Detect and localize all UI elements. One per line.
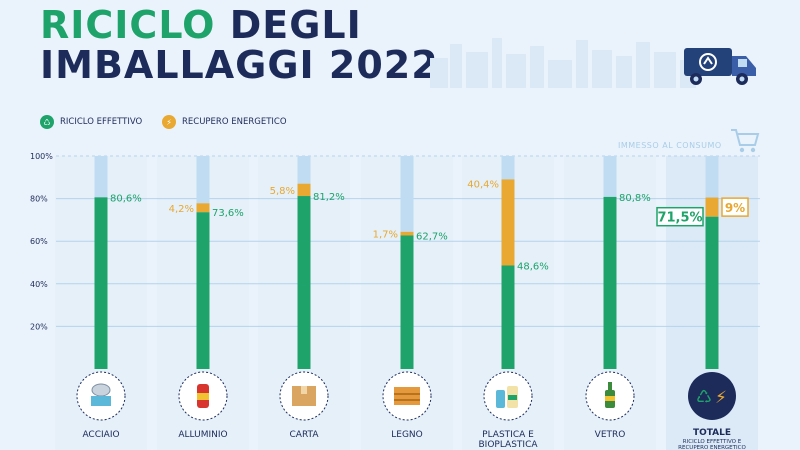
category-label-acciaio: ACCIAIO [82, 430, 119, 440]
reference-label: IMMESSO AL CONSUMO [618, 141, 722, 150]
data-label-energy: 1,7% [373, 230, 398, 241]
recycle-symbol: ♺ [696, 387, 712, 408]
data-label-energy: 9% [725, 201, 745, 215]
shopping-cart-icon [731, 129, 760, 153]
tin-lid [91, 383, 111, 397]
category-label-carta: CARTA [290, 430, 320, 440]
y-tick-label: 100% [30, 152, 53, 161]
bar-remainder [94, 156, 108, 198]
data-label-energy: 40,4% [467, 179, 499, 190]
legend-recycle: ♺ RICICLO EFFETTIVO [40, 115, 142, 129]
data-label-recycle: 62,7% [416, 231, 448, 242]
legend-recycle-label: RICICLO EFFETTIVO [60, 117, 143, 127]
y-tick-label: 40% [30, 280, 48, 289]
data-label-recycle: 81,2% [313, 192, 345, 203]
category-label-plastica-e-bioplastica: PLASTICA E [482, 430, 534, 440]
y-tick-label: 80% [30, 195, 48, 204]
bar-energy [705, 197, 719, 217]
bar-remainder [196, 156, 210, 204]
total-subtitle-line2: RECUPERO ENERGETICO [678, 445, 746, 450]
total-energy-label-box [721, 197, 749, 217]
legend-energy-label: RECUPERO ENERGETICO [182, 117, 287, 127]
category-label-legno: LEGNO [391, 430, 423, 440]
data-label-recycle: 48,6% [517, 261, 549, 272]
bar-recycle [705, 216, 719, 369]
bar-remainder [705, 156, 719, 198]
box-body [292, 386, 316, 406]
data-label-energy: 5,8% [270, 186, 295, 197]
category-label-plastica-e-bioplastica-line2: BIOPLASTICA [478, 440, 538, 450]
bar-recycle [603, 196, 617, 369]
title-line-1: RICICLO DEGLI [40, 6, 362, 44]
title-line-2: IMBALLAGGI 2022 [40, 43, 439, 87]
y-tick-label: 20% [30, 322, 48, 331]
crate-body [394, 387, 420, 405]
category-icon-circle [688, 372, 736, 420]
bar-energy [400, 231, 414, 236]
bar-energy [196, 203, 210, 213]
can-band [197, 393, 209, 400]
bar-recycle [94, 197, 108, 369]
legend-energy: ⚡ RECUPERO ENERGETICO [162, 115, 287, 129]
bottle-label [605, 396, 615, 401]
title-word-riciclo: RICICLO [40, 3, 216, 47]
tin-body [91, 396, 111, 406]
bar-recycle [501, 265, 515, 369]
lightning-icon: ⚡ [162, 115, 176, 129]
crate-slat [394, 399, 420, 401]
box-tape [301, 386, 307, 394]
y-tick-label: 60% [30, 237, 48, 246]
bar-recycle [196, 212, 210, 369]
category-label-totale: TOTALE [693, 428, 731, 438]
recycle-icon: ♺ [40, 115, 54, 129]
data-label-recycle: 80,6% [110, 193, 142, 204]
bar-energy [297, 183, 311, 197]
garbage-truck-icon [684, 48, 756, 85]
bar-remainder [400, 156, 414, 232]
bar-recycle [297, 196, 311, 369]
bar-recycle [400, 235, 414, 369]
cardboard-box-icon [292, 386, 316, 406]
data-label-recycle: 80,8% [619, 193, 651, 204]
bar-remainder [501, 156, 515, 180]
title-word-degli: DEGLI [229, 3, 362, 47]
bottle-blue [496, 390, 505, 408]
category-label-alluminio: ALLUMINIO [178, 430, 227, 440]
plastic-bottles-icon [496, 386, 518, 408]
data-label-energy: 4,2% [169, 204, 194, 215]
crate-slat [394, 393, 420, 395]
category-label-vetro: VETRO [595, 430, 626, 440]
glass-bottle-icon [605, 382, 615, 408]
wooden-crate-icon [394, 387, 420, 405]
city-skyline-icon [430, 38, 696, 88]
bottle-neck [608, 382, 612, 390]
bar-remainder [297, 156, 311, 184]
data-label-recycle: 71,5% [657, 211, 702, 226]
tin-can-icon [91, 383, 111, 406]
total-subtitle: RICICLO EFFETTIVO E [683, 439, 742, 445]
soda-can-icon [197, 384, 209, 408]
data-label-recycle: 73,6% [212, 208, 244, 219]
bottle-label [508, 395, 517, 400]
lightning-symbol: ⚡ [715, 388, 727, 408]
bar-energy [501, 179, 515, 266]
bar-remainder [603, 156, 617, 197]
total-recycle-label-box [656, 206, 704, 227]
